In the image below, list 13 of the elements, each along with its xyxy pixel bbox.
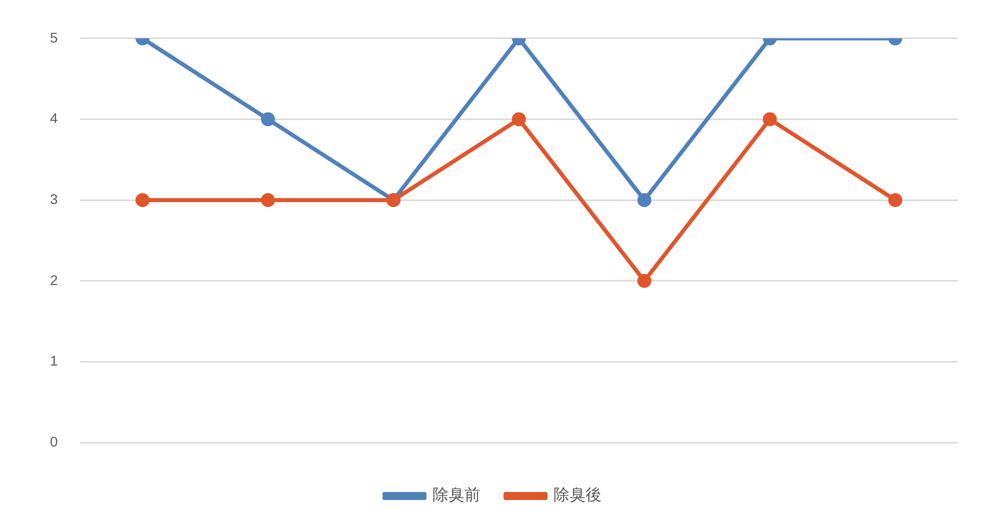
legend-label: 除臭前 (432, 485, 480, 504)
y-tick-label: 5 (50, 29, 58, 46)
y-tick-label: 1 (50, 352, 58, 369)
y-tick-label: 3 (50, 190, 58, 207)
y-tick-label: 4 (50, 110, 58, 126)
y-tick-label: 0 (50, 433, 58, 450)
point (637, 274, 652, 288)
point (260, 193, 275, 208)
legend-label: 除臭後 (554, 485, 602, 504)
point (637, 193, 652, 208)
point (888, 193, 902, 208)
point (136, 193, 150, 208)
y-tick-label: 2 (50, 272, 58, 288)
